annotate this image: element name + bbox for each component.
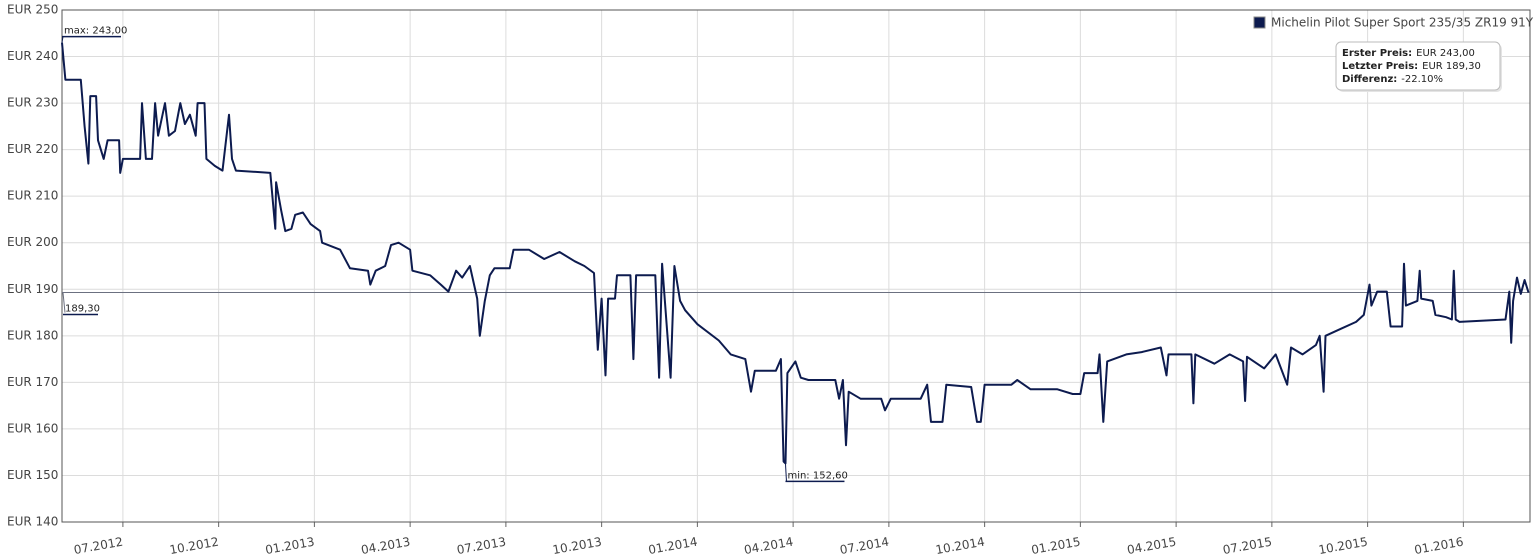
reference-label: 189,30 — [65, 304, 100, 315]
y-tick-label: EUR 250 — [7, 3, 58, 17]
info-label: Differenz: — [1342, 74, 1397, 85]
annotation-connector — [61, 36, 64, 43]
reference-connector — [62, 292, 66, 313]
x-tick-label: 07.2015 — [1222, 535, 1273, 557]
x-tick-label: 07.2013 — [456, 535, 507, 557]
y-tick-label: EUR 240 — [7, 49, 58, 63]
info-box-frame — [1335, 41, 1501, 91]
y-tick-label: EUR 190 — [7, 282, 58, 296]
price-line — [61, 42, 1530, 465]
annotation: min: 152,60 — [787, 470, 847, 481]
annotation: max: 243,00 — [64, 26, 127, 37]
annotation-connector — [784, 463, 787, 482]
x-tick-label: 01.2016 — [1413, 535, 1464, 557]
plot-frame — [61, 9, 1531, 523]
info-value: EUR 243,00 — [1416, 48, 1475, 59]
y-tick-label: EUR 160 — [7, 421, 58, 435]
info-value: EUR 189,30 — [1422, 61, 1481, 72]
x-tick-label: 04.2014 — [743, 535, 794, 557]
x-tick-label: 04.2013 — [360, 535, 411, 557]
y-tick-label: EUR 150 — [7, 468, 58, 482]
y-tick-label: EUR 170 — [7, 375, 58, 389]
x-tick-label: 04.2015 — [1126, 535, 1177, 557]
info-box: Erster Preis: EUR 243,00 Letzter Preis: EUR… — [1335, 41, 1502, 92]
legend-swatch — [1253, 16, 1266, 29]
x-tick-label: 10.2014 — [934, 535, 985, 557]
legend-label: Michelin Pilot Super Sport 235/35 ZR19 9… — [1271, 16, 1534, 30]
info-value: -22.10% — [1401, 74, 1443, 85]
y-tick-label: EUR 210 — [7, 189, 58, 203]
x-tick-label: 07.2012 — [73, 535, 124, 557]
info-label: Letzter Preis: — [1342, 61, 1418, 72]
info-label: Erster Preis: — [1342, 48, 1412, 59]
y-tick-label: EUR 220 — [7, 142, 58, 156]
x-tick-label: 10.2015 — [1317, 535, 1368, 557]
x-tick-label: 01.2013 — [264, 535, 315, 557]
y-tick-label: EUR 180 — [7, 328, 58, 342]
x-tick-label: 10.2013 — [551, 535, 602, 557]
x-tick-label: 10.2012 — [168, 535, 219, 557]
x-tick-label: 01.2014 — [647, 535, 698, 557]
y-tick-label: EUR 230 — [7, 96, 58, 110]
x-tick-label: 07.2014 — [839, 535, 890, 557]
y-tick-label: EUR 200 — [7, 235, 58, 249]
x-tick-label: 01.2015 — [1030, 535, 1081, 557]
y-tick-label: EUR 140 — [7, 515, 58, 529]
